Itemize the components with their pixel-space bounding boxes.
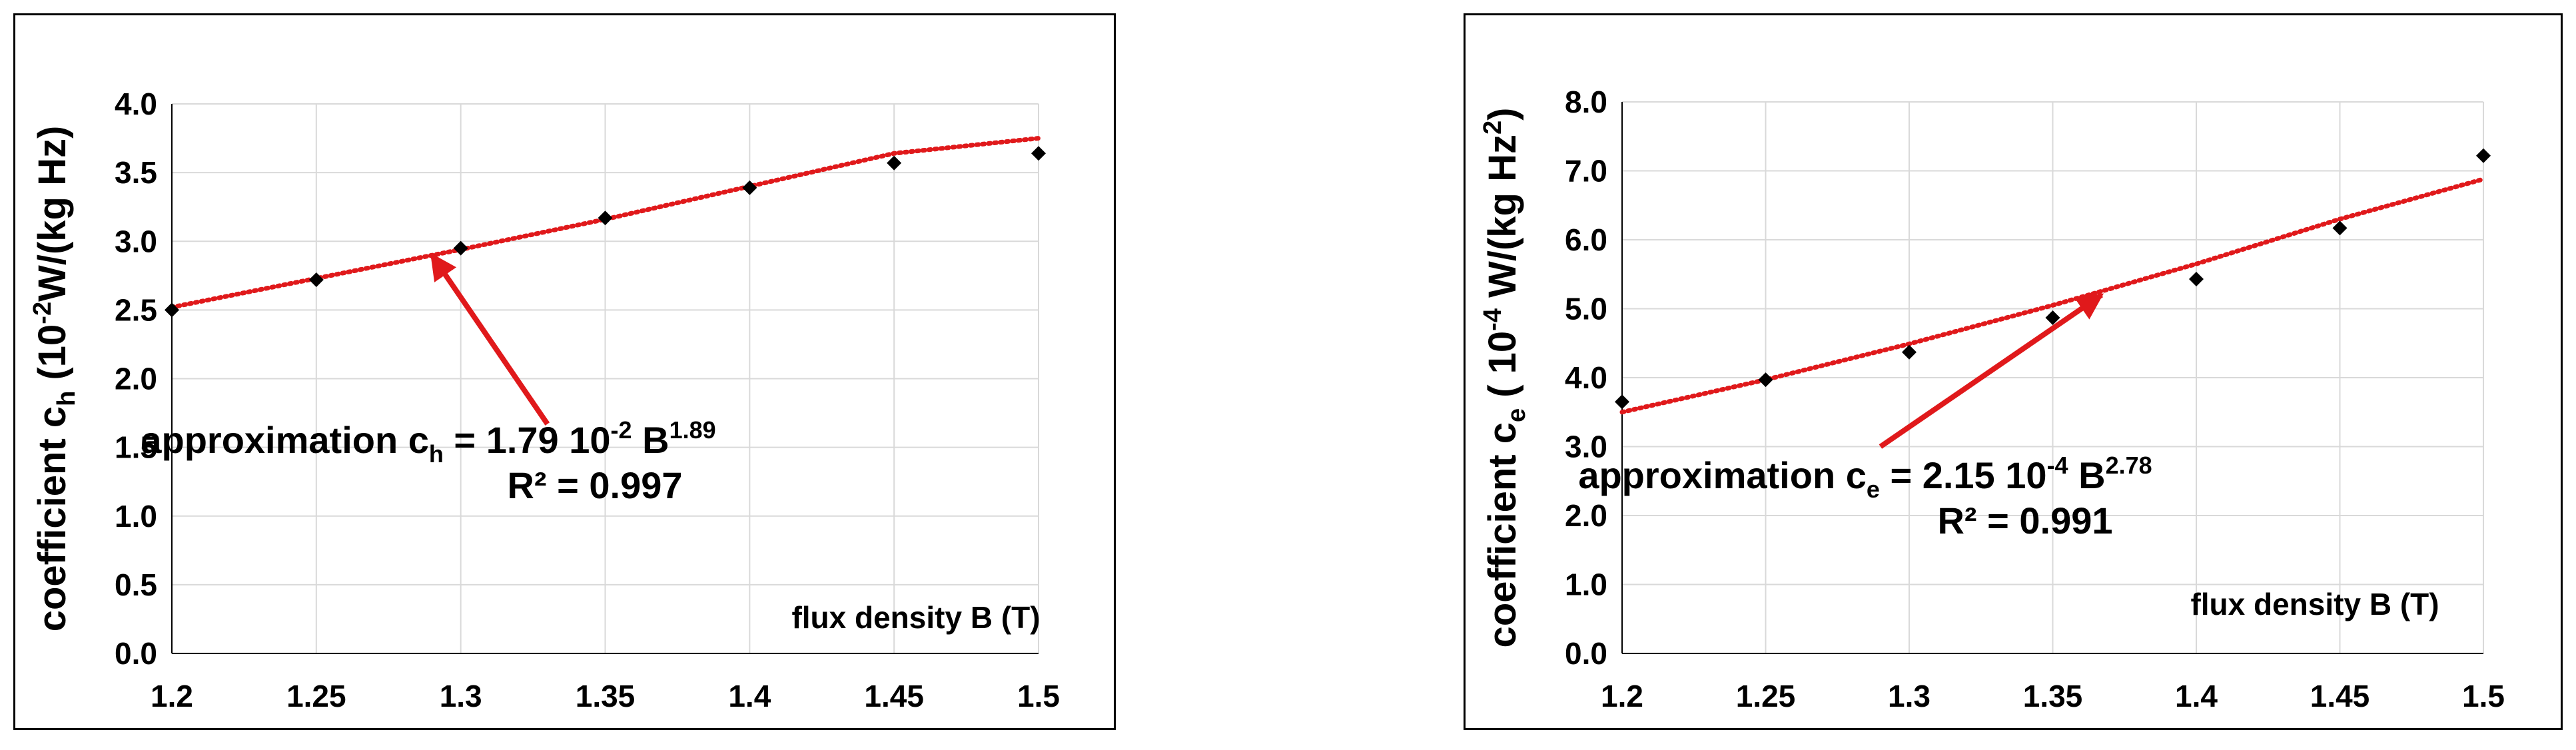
y-tick-label: 0.0	[115, 636, 157, 671]
data-point	[1758, 372, 1773, 388]
x-tick-label: 1.3	[1888, 679, 1931, 713]
y-axis-label: coefficient ch (10-2W/(kg Hz)	[29, 126, 81, 632]
x-tick-label: 1.25	[286, 679, 346, 713]
x-tick-label: 1.2	[1601, 679, 1643, 713]
x-tick-label: 1.35	[576, 679, 636, 713]
chart-panel-hysteresis: 0.0 0.5 1.0 1.5 2.0 2.5 3.0 3.5 4.0 1.2 1.25 1.3 1.3…	[13, 13, 1116, 730]
data-point	[308, 272, 324, 287]
y-tick-label: 2.0	[115, 362, 157, 396]
y-tick-label: 1.5	[115, 430, 157, 465]
r-squared-label: R² = 0.991	[1937, 500, 2112, 542]
approximation-equation: approximation ce = 2.15 10-4 B2.78	[1578, 452, 2152, 503]
data-point	[742, 180, 757, 195]
y-tick-label: 5.0	[1565, 292, 1607, 326]
x-tick-label: 1.25	[1736, 679, 1796, 713]
y-tick-label: 3.0	[1565, 430, 1607, 464]
data-point	[1902, 344, 1917, 360]
x-tick-label: 1.3	[440, 679, 482, 713]
annotation-arrow	[429, 252, 550, 426]
y-tick-label: 6.0	[1565, 222, 1607, 257]
y-axis-label: coefficient ce ( 10-4 W/(kg Hz2)	[1479, 108, 1531, 648]
x-tick-label: 1.4	[2175, 679, 2218, 713]
x-tick-label: 1.5	[1017, 679, 1060, 713]
y-tick-label: 0.0	[1565, 636, 1607, 671]
x-tick-label: 1.45	[2310, 679, 2370, 713]
x-axis-label: flux density B (T)	[791, 600, 1040, 635]
data-point	[165, 302, 179, 318]
annotation-arrow	[1879, 292, 2104, 449]
data-point	[2189, 271, 2204, 286]
chart-svg-eddy: 0.0 1.0 2.0 3.0 4.0 5.0 6.0 7.0 8.0 1.2 1.25 1.3 1.3…	[1479, 85, 2505, 713]
data-point	[1031, 146, 1046, 161]
approximation-equation: approximation ch = 1.79 10-2 B1.89	[141, 416, 715, 468]
data-point	[598, 210, 613, 226]
y-tick-label: 2.5	[115, 292, 157, 327]
y-tick-label: 0.5	[115, 567, 157, 602]
data-point	[2332, 220, 2348, 236]
x-tick-label: 1.2	[151, 679, 193, 713]
y-tick-label: 7.0	[1565, 154, 1607, 188]
data-point	[453, 240, 468, 256]
data-point	[887, 155, 902, 171]
data-point	[2476, 148, 2491, 163]
data-point	[1615, 394, 1629, 410]
data-point	[2045, 310, 2060, 325]
x-tick-label: 1.45	[864, 679, 924, 713]
y-tick-label: 3.5	[115, 155, 157, 190]
x-tick-label: 1.35	[2023, 679, 2083, 713]
chart-svg-hysteresis: 0.0 0.5 1.0 1.5 2.0 2.5 3.0 3.5 4.0 1.2 1.25 1.3 1.3…	[29, 87, 1060, 713]
x-tick-label: 1.5	[2462, 679, 2505, 713]
y-tick-label: 8.0	[1565, 85, 1607, 119]
y-tick-label: 4.0	[1565, 360, 1607, 395]
x-tick-label: 1.4	[728, 679, 771, 713]
x-axis-label: flux density B (T)	[2190, 587, 2439, 621]
chart-panel-eddy: 0.0 1.0 2.0 3.0 4.0 5.0 6.0 7.0 8.0 1.2 1.25 1.3 1.3…	[1464, 13, 2563, 730]
y-tick-label: 3.0	[115, 224, 157, 258]
y-tick-label: 4.0	[115, 87, 157, 121]
r-squared-label: R² = 0.997	[507, 464, 682, 506]
y-tick-label: 1.0	[1565, 567, 1607, 602]
y-tick-label: 1.0	[115, 499, 157, 534]
y-tick-label: 2.0	[1565, 498, 1607, 533]
